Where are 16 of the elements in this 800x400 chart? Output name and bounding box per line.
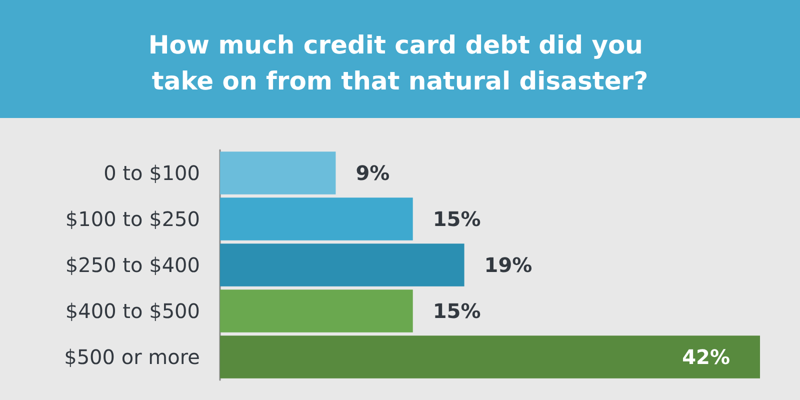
bar bbox=[220, 290, 413, 332]
data-label: 19% bbox=[484, 253, 532, 277]
chart-title: How much credit card debt did you take on from that natural disaster? bbox=[148, 30, 652, 96]
data-label: 42% bbox=[682, 345, 730, 369]
y-tick-label: $500 or more bbox=[64, 345, 200, 369]
data-label: 9% bbox=[356, 161, 390, 185]
bar bbox=[220, 152, 336, 194]
bar bbox=[220, 244, 464, 286]
data-label: 15% bbox=[432, 207, 481, 231]
data-label: 15% bbox=[432, 299, 481, 323]
y-tick-label: $250 to $400 bbox=[65, 253, 200, 277]
y-tick-label: $100 to $250 bbox=[65, 207, 200, 231]
y-tick-label: 0 to $100 bbox=[104, 161, 200, 185]
bar bbox=[220, 336, 760, 378]
bar bbox=[220, 198, 413, 240]
y-tick-label: $400 to $500 bbox=[65, 299, 200, 323]
